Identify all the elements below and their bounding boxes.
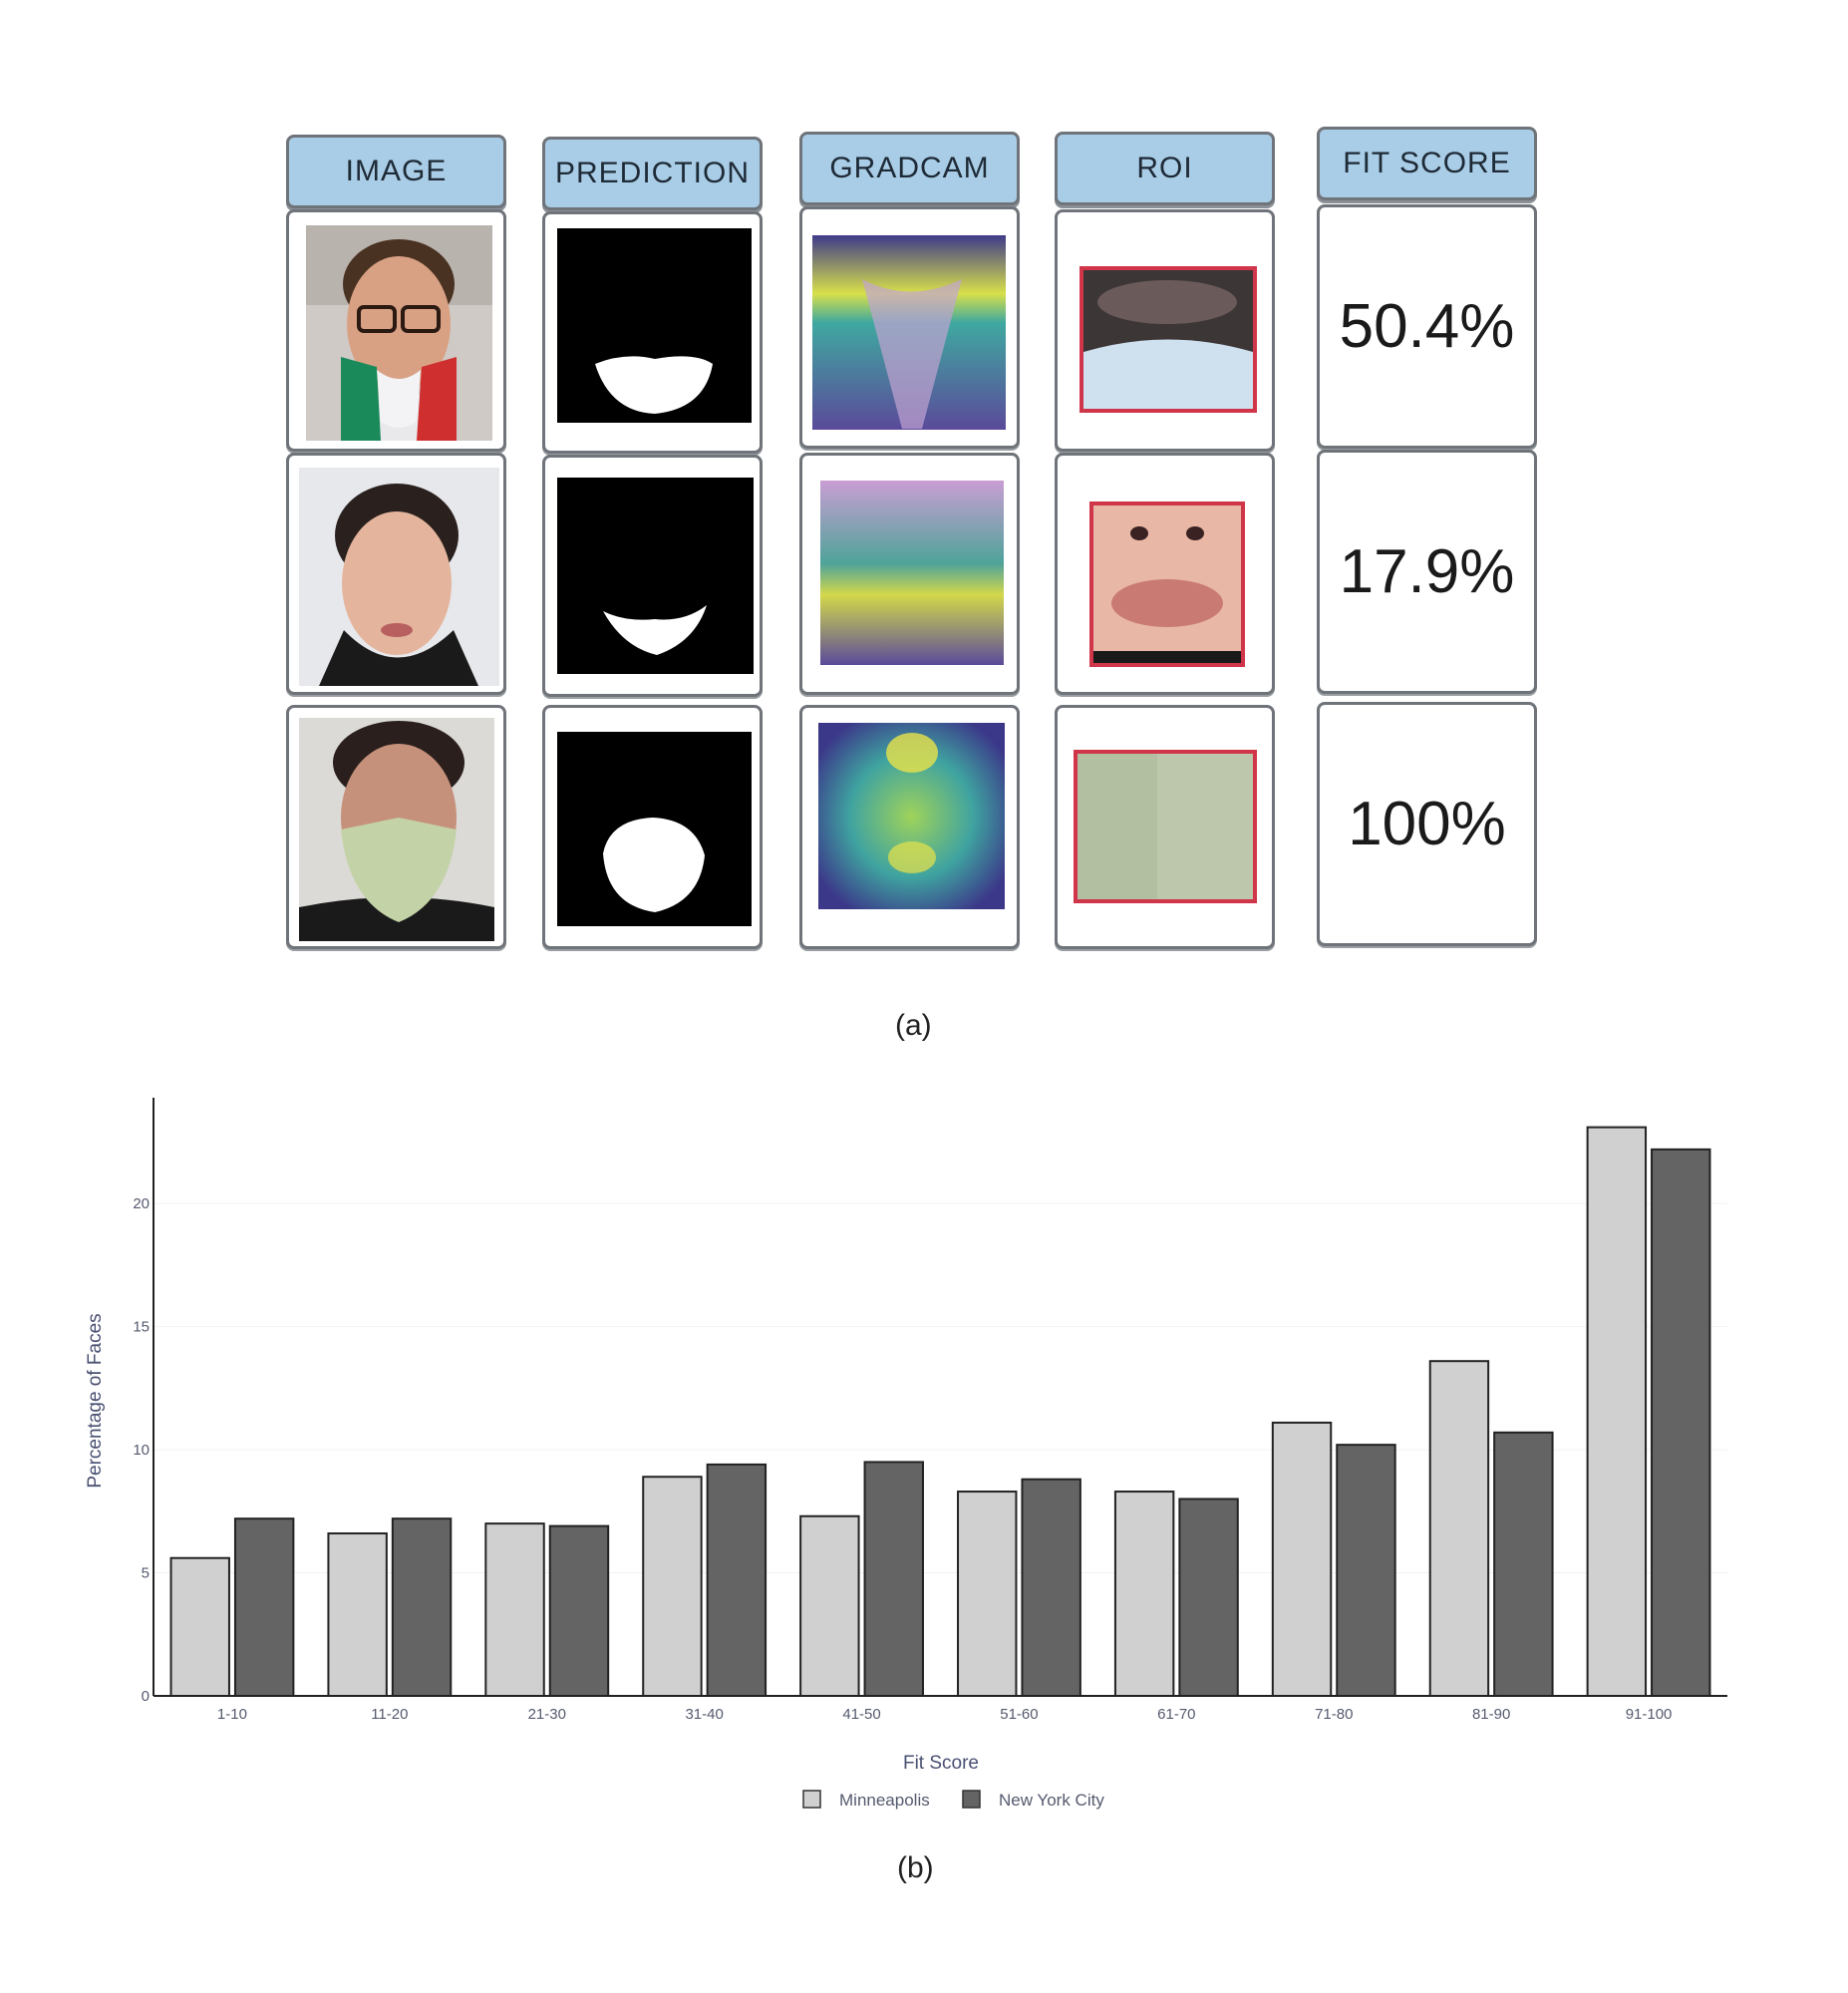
y-tick-label: 5 bbox=[142, 1565, 150, 1582]
row2-face-photo bbox=[299, 468, 499, 686]
x-tick-label: 81-90 bbox=[1472, 1706, 1510, 1723]
row3-face-photo bbox=[299, 718, 494, 941]
row1-roi-cell bbox=[1055, 209, 1275, 452]
x-ticks-layer: 1-10 11-20 21-30 31-40 41-50 51-60 61-70 71-80 8… bbox=[217, 1706, 1672, 1723]
row1-prediction-cell bbox=[542, 211, 763, 454]
y-tick-label: 10 bbox=[133, 1442, 150, 1459]
bar-minneapolis-91-100 bbox=[1586, 1126, 1648, 1697]
y-ticks-layer: 0 5 10 15 20 bbox=[133, 1195, 150, 1705]
header-gradcam: GRADCAM bbox=[799, 132, 1020, 205]
fit-score-bar-chart: 0 5 10 15 20 1-10 11-20 21-30 31-40 41-50 51-60 61… bbox=[85, 1098, 1727, 1810]
y-tick-label: 15 bbox=[133, 1319, 150, 1336]
legend: Minneapolis New York City bbox=[802, 1790, 1104, 1810]
bar-new-york-city-1-10 bbox=[233, 1517, 295, 1697]
row2-gradcam-cell bbox=[799, 453, 1020, 695]
row3-image-cell bbox=[286, 705, 506, 949]
row1-gradcam-cell bbox=[799, 206, 1020, 449]
row1-face-photo bbox=[306, 225, 492, 441]
bar-minneapolis-71-80 bbox=[1271, 1421, 1333, 1697]
x-tick-label: 41-50 bbox=[842, 1706, 880, 1723]
row3-gradcam-cell bbox=[799, 705, 1020, 949]
bars-layer bbox=[169, 1126, 1711, 1698]
bar-new-york-city-31-40 bbox=[706, 1463, 768, 1698]
x-tick-label: 61-70 bbox=[1157, 1706, 1195, 1723]
header-fit-score: FIT SCORE bbox=[1317, 127, 1537, 200]
row2-prediction-cell bbox=[542, 455, 763, 697]
row1-image-cell bbox=[286, 209, 506, 452]
bar-minneapolis-81-90 bbox=[1428, 1360, 1490, 1697]
row2-gradcam-heatmap bbox=[820, 481, 1004, 665]
x-tick-label: 11-20 bbox=[371, 1706, 408, 1723]
bar-minneapolis-21-30 bbox=[484, 1522, 545, 1697]
legend-swatch-minneapolis bbox=[802, 1790, 821, 1809]
x-tick-label: 21-30 bbox=[528, 1706, 566, 1723]
row2-roi-cell bbox=[1055, 453, 1275, 695]
row2-roi-crop bbox=[1089, 501, 1245, 667]
row3-roi-crop bbox=[1074, 750, 1257, 903]
row1-gradcam-heatmap bbox=[812, 235, 1006, 430]
bar-minneapolis-61-70 bbox=[1113, 1491, 1175, 1698]
panel-a-caption: (a) bbox=[895, 1009, 932, 1042]
legend-swatch-new-york-city bbox=[962, 1790, 981, 1809]
x-tick-label: 51-60 bbox=[1000, 1706, 1038, 1723]
bar-new-york-city-21-30 bbox=[548, 1524, 610, 1698]
row1-fit-score: 50.4% bbox=[1317, 204, 1537, 449]
row3-fit-score: 100% bbox=[1317, 702, 1537, 946]
bar-minneapolis-11-20 bbox=[327, 1532, 388, 1698]
row2-prediction-mask bbox=[557, 478, 754, 674]
x-axis-title: Fit Score bbox=[903, 1753, 979, 1774]
row3-gradcam-heatmap bbox=[818, 723, 1005, 909]
bar-minneapolis-1-10 bbox=[169, 1556, 230, 1697]
bar-new-york-city-41-50 bbox=[863, 1461, 924, 1697]
bar-new-york-city-11-20 bbox=[391, 1517, 453, 1697]
bar-minneapolis-31-40 bbox=[642, 1476, 703, 1697]
row3-prediction-cell bbox=[542, 705, 763, 949]
row1-prediction-mask bbox=[557, 228, 752, 423]
y-tick-label: 20 bbox=[133, 1195, 150, 1212]
bar-new-york-city-81-90 bbox=[1493, 1431, 1554, 1697]
bar-new-york-city-91-100 bbox=[1651, 1148, 1711, 1697]
x-tick-label: 31-40 bbox=[685, 1706, 723, 1723]
row3-roi-cell bbox=[1055, 705, 1275, 949]
panel-b-caption: (b) bbox=[897, 1851, 934, 1884]
y-axis-title: Percentage of Faces bbox=[85, 1313, 106, 1488]
bar-new-york-city-61-70 bbox=[1178, 1497, 1239, 1698]
row3-prediction-mask bbox=[557, 732, 752, 926]
legend-label-new-york-city: New York City bbox=[999, 1791, 1104, 1810]
bar-minneapolis-51-60 bbox=[957, 1491, 1018, 1698]
grid-layer bbox=[154, 1202, 1727, 1574]
bar-minneapolis-41-50 bbox=[799, 1514, 860, 1697]
legend-label-minneapolis: Minneapolis bbox=[839, 1791, 930, 1810]
x-tick-label: 71-80 bbox=[1315, 1706, 1353, 1723]
bar-new-york-city-71-80 bbox=[1336, 1444, 1396, 1698]
header-prediction: PREDICTION bbox=[542, 137, 763, 210]
header-roi: ROI bbox=[1055, 132, 1275, 205]
header-image: IMAGE bbox=[286, 135, 506, 208]
bar-new-york-city-51-60 bbox=[1021, 1478, 1081, 1698]
row1-roi-crop bbox=[1079, 266, 1257, 413]
x-tick-label: 1-10 bbox=[217, 1706, 247, 1723]
row2-fit-score: 17.9% bbox=[1317, 450, 1537, 694]
row2-image-cell bbox=[286, 453, 506, 695]
y-tick-label: 0 bbox=[142, 1688, 150, 1705]
x-tick-label: 91-100 bbox=[1626, 1706, 1673, 1723]
